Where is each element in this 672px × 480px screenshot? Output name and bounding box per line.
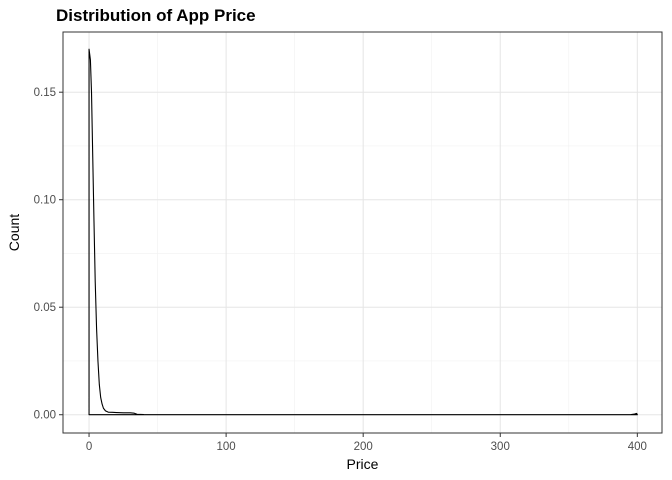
axis-layer: 0 100 200 300 400 0.00 0.05 0.10 0.15 (34, 31, 663, 453)
x-tick-label: 300 (491, 441, 510, 453)
panel-border (62, 31, 663, 434)
x-tick-label: 0 (86, 441, 92, 453)
series-layer (88, 48, 638, 416)
y-axis-title: Count (6, 214, 22, 251)
density-curve (88, 48, 638, 416)
y-tick-label: 0.15 (34, 87, 56, 99)
x-tick-label: 100 (217, 441, 236, 453)
y-tick-label: 0.10 (34, 195, 56, 207)
chart-title: Distribution of App Price (56, 6, 256, 25)
x-axis-title: Price (347, 456, 379, 472)
y-tick-label: 0.05 (34, 302, 56, 314)
y-tick-label: 0.00 (34, 410, 56, 422)
x-tick-label: 200 (354, 441, 373, 453)
grid-layer (63, 32, 662, 433)
x-tick-label: 400 (628, 441, 647, 453)
